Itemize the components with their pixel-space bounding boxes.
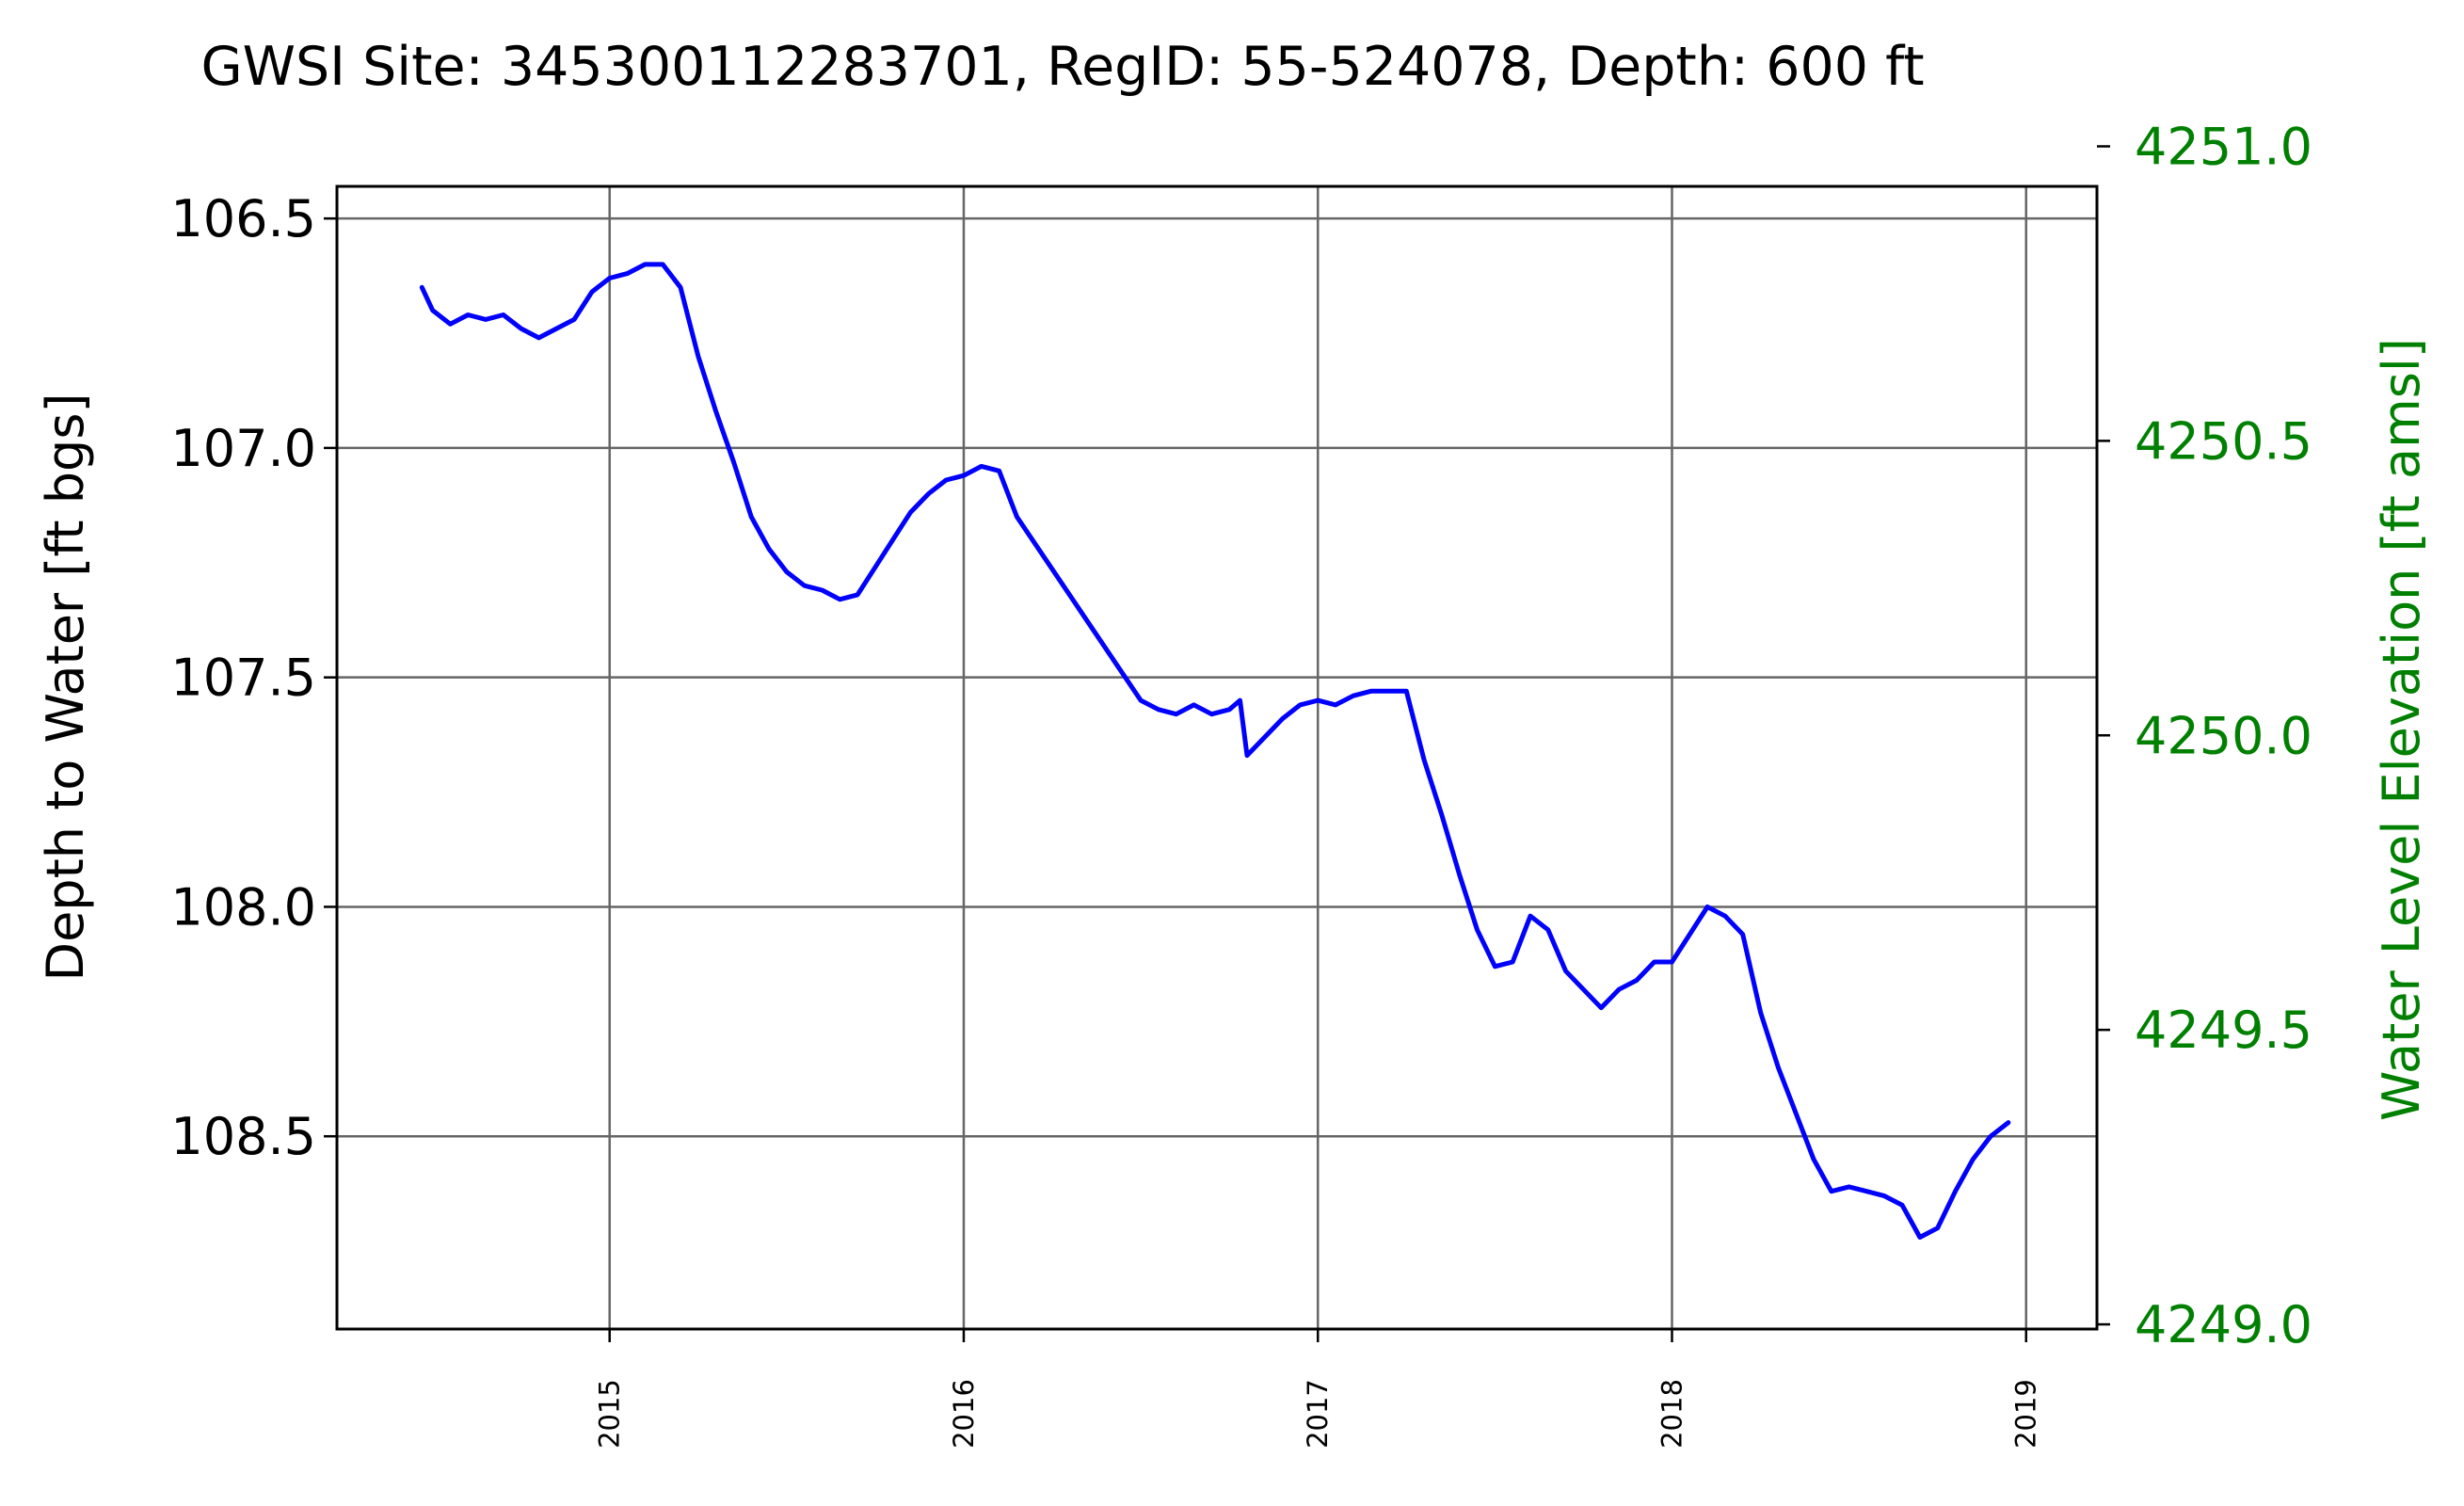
y-tick-label: 106.5 [170, 189, 316, 248]
x-axis: 2015 2016 2017 2018 2019 [594, 1329, 2042, 1449]
y-tick-label: 108.0 [170, 877, 316, 937]
y-axis-left-label: Depth to Water [ft bgs] [36, 393, 95, 981]
series-line [419, 262, 2011, 1240]
y2-tick-label: 4249.5 [2135, 1001, 2312, 1060]
x-tick-label: 2016 [948, 1379, 980, 1449]
y2-tick-label: 4250.0 [2135, 706, 2312, 765]
y-axis-right-label: Water Level Elevation [ft amsl] [2372, 338, 2431, 1121]
x-tick-label: 2015 [594, 1379, 626, 1449]
chart-title: GWSI Site: 345300112283701, RegID: 55-52… [200, 36, 1924, 98]
y-tick-label: 107.5 [170, 649, 316, 708]
x-tick-label: 2017 [1302, 1379, 1334, 1449]
plot-frame [335, 184, 2099, 1331]
y2-tick-label: 4250.5 [2135, 411, 2312, 471]
x-tick-label: 2018 [1656, 1379, 1688, 1449]
y-axis-right: 4251.0 4250.5 4250.0 4249.5 4249.0 [2097, 117, 2312, 1354]
y-tick-label: 108.5 [170, 1107, 316, 1166]
x-tick-label: 2019 [2010, 1379, 2042, 1449]
grid [337, 186, 2097, 1329]
y-tick-label: 107.0 [170, 419, 316, 478]
y2-tick-label: 4251.0 [2135, 117, 2312, 176]
series-group [419, 262, 2011, 1240]
y2-tick-label: 4249.0 [2135, 1295, 2312, 1354]
y-axis-left: 106.5 107.0 107.5 108.0 108.5 [170, 189, 337, 1166]
